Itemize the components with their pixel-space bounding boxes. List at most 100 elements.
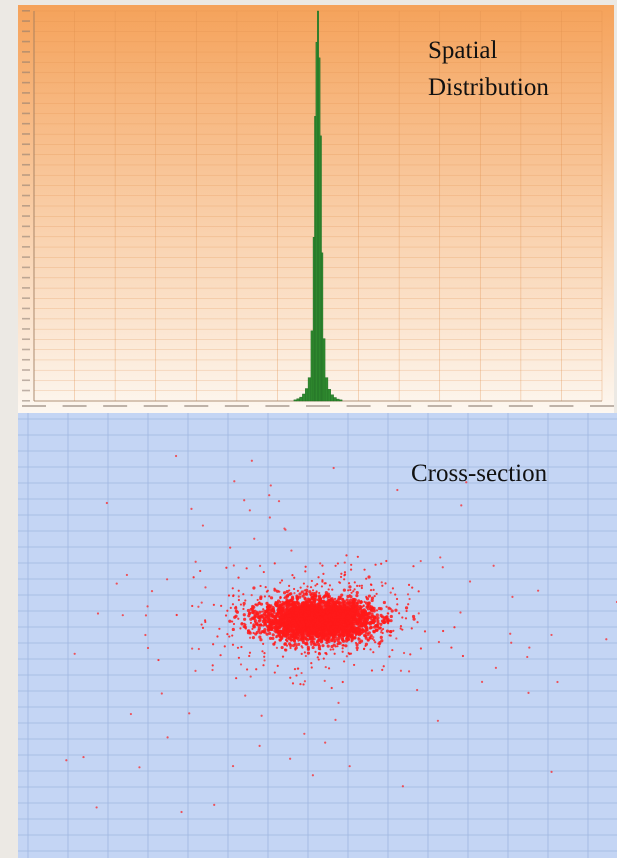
cross-section-point (283, 628, 287, 632)
cross-section-point (245, 567, 248, 570)
cross-section-point (369, 626, 373, 630)
cross-section-point (333, 622, 336, 625)
cross-section-point (191, 647, 194, 650)
histogram-x-tick (224, 405, 249, 407)
histogram-x-tick (508, 405, 533, 407)
cross-section-point (293, 631, 296, 634)
cross-section-point (262, 608, 265, 611)
cross-section-point (394, 593, 397, 596)
cross-section-point (338, 630, 341, 633)
cross-section-point (358, 631, 361, 635)
cross-section-point (278, 625, 282, 629)
cross-section-point (272, 625, 276, 630)
cross-section-point (437, 640, 440, 644)
cross-section-point (367, 631, 371, 635)
cross-section-point (244, 694, 247, 697)
cross-section-point (293, 639, 296, 643)
cross-section-point (409, 653, 412, 656)
cross-section-point (322, 630, 325, 633)
cross-section-point (247, 614, 251, 618)
cross-section-point (537, 589, 540, 592)
cross-section-point (311, 606, 315, 609)
histogram-bar (299, 396, 303, 402)
cross-section-point (323, 679, 326, 682)
cross-section-point (320, 585, 324, 588)
cross-section-point (275, 646, 279, 649)
cross-section-point (306, 633, 309, 636)
cross-section-point (368, 611, 371, 614)
cross-section-point (330, 604, 333, 608)
histogram-y-tick (22, 143, 30, 146)
cross-section-point (311, 774, 314, 777)
cross-section-point (201, 626, 205, 629)
cross-section-point (271, 613, 275, 618)
cross-section-point (246, 608, 250, 613)
cross-section-point (605, 638, 608, 641)
histogram-y-tick (22, 235, 30, 238)
cross-section-point (250, 459, 253, 462)
cross-section-point (180, 810, 183, 814)
cross-section-point (327, 617, 331, 620)
cross-section-point (344, 644, 348, 648)
cross-section-point (343, 573, 347, 576)
cross-section-point (334, 631, 338, 635)
cross-section-point (468, 580, 472, 583)
cross-section-point (276, 631, 279, 634)
cross-section-point (367, 615, 371, 618)
cross-section-point (381, 668, 384, 671)
cross-section-point (231, 634, 234, 637)
cross-section-point (237, 598, 240, 602)
spatial-distribution-chart: Spatial Distribution (18, 5, 614, 413)
cross-section-point (358, 640, 362, 645)
cross-section-point (227, 594, 231, 597)
cross-section-point (265, 632, 269, 636)
cross-section-point (326, 644, 330, 648)
cross-section-point (273, 587, 276, 590)
cross-section-point (263, 652, 266, 655)
cross-section-point (345, 598, 349, 602)
cross-section-point (289, 633, 292, 636)
cross-section-point (260, 714, 263, 717)
cross-section-point (263, 595, 266, 598)
cross-section-point (352, 590, 355, 593)
cross-section-point (338, 634, 341, 637)
cross-section-point (290, 599, 294, 603)
cross-section-point (302, 683, 305, 686)
cross-section-point (299, 683, 302, 686)
cross-section-point (319, 606, 322, 609)
cross-section-point (285, 602, 290, 606)
cross-section-point (285, 589, 289, 594)
cross-section-point (355, 594, 359, 598)
histogram-bar (327, 389, 331, 402)
cross-section-point (334, 616, 337, 619)
cross-section-point (381, 627, 385, 631)
cross-section-point (372, 651, 375, 654)
cross-section-point (362, 613, 366, 617)
cross-section-point (321, 612, 324, 615)
cross-section-point (348, 594, 351, 597)
cross-section-point (340, 593, 344, 597)
cross-section-point (550, 633, 553, 637)
cross-section-point (354, 641, 358, 645)
cross-section-point (327, 667, 331, 670)
histogram-y-tick (22, 153, 30, 156)
cross-section-point (453, 626, 456, 629)
cross-section-point (308, 624, 312, 627)
cross-section-point (201, 524, 205, 527)
cross-section-point (303, 596, 307, 600)
cross-section-point (299, 606, 302, 610)
cross-section-point (416, 688, 419, 692)
cross-section-point (294, 648, 297, 651)
cross-section-point (333, 597, 337, 601)
cross-section-point (311, 638, 314, 641)
cross-section-point (242, 624, 246, 629)
cross-section-point (316, 656, 319, 659)
cross-section-point (337, 606, 341, 610)
cross-section-point (367, 594, 371, 598)
histogram-y-tick (22, 338, 30, 341)
cross-section-point (226, 609, 229, 612)
cross-section-point (280, 607, 285, 611)
cross-section-point (308, 620, 311, 623)
cross-section-point (305, 642, 309, 646)
cross-section-point (369, 648, 372, 651)
